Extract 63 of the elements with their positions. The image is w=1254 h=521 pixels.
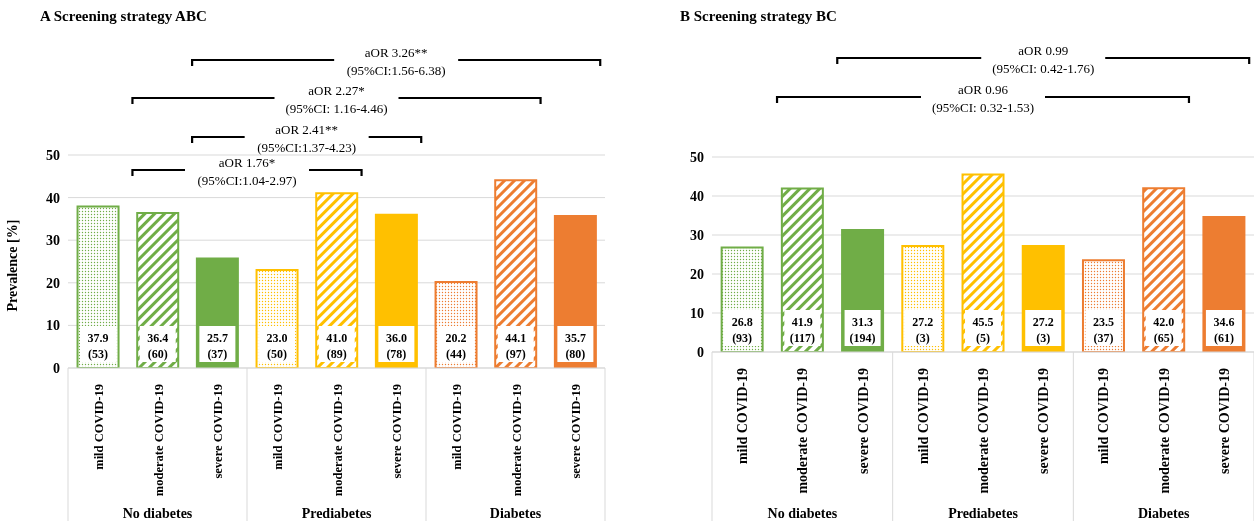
y-tick-label: 50 [46, 147, 60, 163]
x-tick-label: severe COVID-19 [569, 384, 584, 479]
chart-title: B Screening strategy BC [680, 8, 837, 25]
y-tick-label: 30 [690, 227, 704, 243]
x-tick-label: mild COVID-19 [449, 384, 464, 470]
y-tick-label: 0 [697, 344, 704, 360]
text: aOR 3.26** (95%CI:1.56-6.38) [346, 45, 446, 78]
data-label: 42.0 (65) [1153, 315, 1175, 345]
data-label: 37.9 (53) [87, 331, 109, 361]
x-tick-label: moderate COVID-19 [330, 384, 345, 497]
annotation: aOR 2.41** (95%CI:1.37-4.23) [257, 122, 357, 155]
y-tick-label: 40 [46, 190, 60, 206]
data-label: 41.9 (117) [789, 315, 816, 345]
data-label: 27.2 (3) [912, 315, 934, 345]
annotation: aOR 1.76* (95%CI:1.04-2.97) [197, 155, 297, 188]
x-tick-label: severe COVID-19 [211, 384, 226, 479]
text: Diabetes [1138, 506, 1190, 521]
data-label: 44.1 (97) [505, 331, 527, 361]
data-label: 36.0 (78) [385, 331, 407, 361]
x-tick-label: mild COVID-19 [91, 384, 106, 470]
x-tick-label: mild COVID-19 [915, 368, 931, 465]
data-label: 36.4 (60) [147, 331, 169, 361]
y-tick-label: 10 [46, 318, 60, 334]
text: aOR 0.99 (95%CI: 0.42-1.76) [992, 43, 1095, 76]
text: aOR 2.27* (95%CI: 1.16-4.46) [285, 83, 388, 116]
y-tick-label: 40 [690, 188, 704, 204]
data-label: 31.3 (194) [849, 315, 876, 345]
x-tick-label: severe COVID-19 [855, 368, 871, 474]
x-tick-label: moderate COVID-19 [151, 384, 166, 497]
data-label: 35.7 (80) [564, 331, 586, 361]
y-tick-label: 20 [690, 266, 704, 282]
x-tick-label: moderate COVID-19 [976, 368, 991, 494]
x-tick-label: mild COVID-19 [1096, 368, 1112, 465]
data-label: 20.2 (44) [445, 331, 467, 361]
data-label: 45.5 (5) [972, 315, 994, 345]
y-axis-title: Prevalence [%] [4, 219, 20, 312]
data-label: 23.5 (37) [1092, 315, 1114, 345]
chart-title: A Screening strategy ABC [40, 8, 207, 25]
data-label: 27.2 (3) [1032, 315, 1054, 345]
text: Diabetes [489, 506, 542, 521]
x-tick-label: severe COVID-19 [1216, 368, 1232, 474]
text: No diabetes [767, 506, 838, 521]
y-tick-label: 30 [46, 233, 60, 249]
x-tick-label: severe COVID-19 [1036, 368, 1052, 474]
x-tick-label: severe COVID-19 [390, 384, 405, 479]
data-label: 34.6 (61) [1213, 315, 1235, 345]
text: aOR 0.96 (95%CI: 0.32-1.53) [931, 82, 1035, 115]
x-tick-label: moderate COVID-19 [509, 384, 524, 497]
y-tick-label: 20 [46, 275, 60, 291]
text: Prediabetes [301, 506, 372, 521]
text: Prediabetes [948, 506, 1019, 521]
data-label: 23.0 (50) [266, 331, 288, 361]
y-tick-label: 0 [53, 360, 60, 376]
data-label: 41.0 (89) [326, 331, 348, 361]
x-tick-label: mild COVID-19 [735, 368, 751, 465]
data-label: 25.7 (37) [206, 331, 228, 361]
x-tick-label: mild COVID-19 [270, 384, 285, 470]
y-tick-label: 10 [690, 305, 704, 321]
text: No diabetes [122, 506, 193, 521]
data-label: 26.8 (93) [731, 315, 753, 345]
x-tick-label: moderate COVID-19 [1156, 368, 1172, 494]
y-tick-label: 50 [690, 149, 704, 165]
x-tick-label: moderate COVID-19 [795, 368, 811, 494]
